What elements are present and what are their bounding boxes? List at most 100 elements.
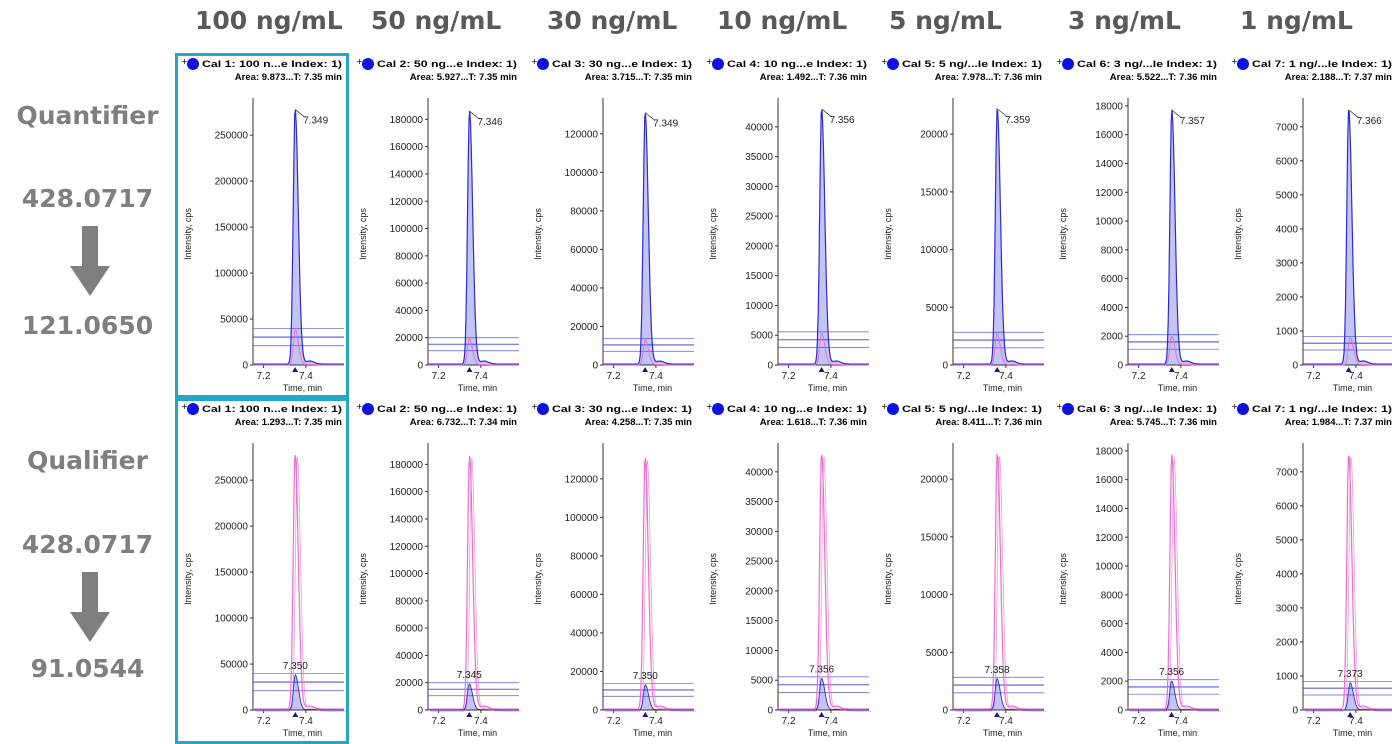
- y-tick-label: 0: [1292, 706, 1298, 717]
- trace-line: [603, 684, 694, 711]
- y-tick-label: 0: [417, 706, 423, 717]
- rt-marker-icon: [1168, 367, 1175, 372]
- y-tick-label: 20000: [745, 241, 773, 252]
- sample-marker-icon: [187, 403, 199, 415]
- y-tick-label: 30000: [745, 182, 773, 193]
- panel-title: Cal 7: 1 ng/...le Index: 1): [1252, 404, 1392, 415]
- trace-line: [955, 455, 1047, 712]
- peak-label: 7.349: [303, 115, 328, 126]
- chromatogram-svg: + Cal 6: 3 ng/...le Index: 1) Area: 5.745.…: [1056, 402, 1222, 738]
- chromatogram-panel[interactable]: + Cal 5: 5 ng/...le Index: 1) Area: 8.411.…: [878, 400, 1048, 740]
- sample-marker-icon: [362, 403, 374, 415]
- trace-line: [1305, 457, 1392, 712]
- chromatogram-svg: + Cal 3: 30 ng...e Index: 1) Area: 3.715..…: [531, 57, 694, 393]
- y-tick-label: 20000: [570, 667, 598, 678]
- chromatogram-panel[interactable]: + Cal 5: 5 ng/...le Index: 1) Area: 7.978.…: [878, 55, 1048, 395]
- rt-marker-icon: [994, 367, 1001, 372]
- y-tick-label: 8000: [1101, 245, 1124, 256]
- column-header-3: 3 ng/mL: [1068, 6, 1181, 35]
- y-axis-label: Intensity, cps: [883, 208, 893, 260]
- x-tick-label: 7.4: [649, 716, 663, 727]
- expand-plus-icon: +: [356, 57, 363, 66]
- y-tick-label: 20000: [745, 586, 773, 597]
- chromatogram-panel[interactable]: + Cal 2: 50 ng...e Index: 1) Area: 6.732..…: [353, 400, 523, 740]
- y-tick-label: 3000: [1276, 258, 1299, 269]
- y-tick-label: 20000: [570, 322, 598, 333]
- y-tick-label: 140000: [390, 169, 424, 180]
- y-tick-label: 0: [592, 361, 598, 372]
- y-tick-label: 15000: [745, 271, 773, 282]
- x-axis-label: Time, min: [1333, 383, 1372, 393]
- quantifier-label: Quantifier: [16, 101, 159, 130]
- chromatogram-panel[interactable]: + Cal 2: 50 ng...e Index: 1) Area: 5.927..…: [353, 55, 523, 395]
- y-axis-label: Intensity, cps: [883, 553, 893, 605]
- y-tick-label: 15000: [920, 187, 948, 198]
- chromatogram-panel[interactable]: + Cal 1: 100 n...e Index: 1) Area: 1.293..…: [178, 400, 348, 740]
- x-tick-label: 7.2: [782, 371, 796, 382]
- y-tick-label: 10000: [745, 301, 773, 312]
- trace-line: [253, 329, 344, 366]
- y-tick-label: 6000: [1101, 619, 1124, 630]
- sample-marker-icon: [537, 58, 549, 70]
- qualifier-label: Qualifier: [27, 446, 148, 475]
- trace-line: [603, 458, 694, 710]
- chromatogram-panel[interactable]: + Cal 4: 10 ng...e Index: 1) Area: 1.492..…: [703, 55, 873, 395]
- trace-line: [255, 457, 347, 712]
- panel-subtitle: Area: 4.258...T: 7.35 min: [585, 417, 692, 428]
- trace-line: [428, 110, 519, 365]
- y-tick-label: 40000: [395, 651, 423, 662]
- peak-label: 7.349: [653, 119, 678, 130]
- chromatogram-panel[interactable]: + Cal 3: 30 ng...e Index: 1) Area: 3.715..…: [528, 55, 698, 395]
- panel-subtitle: Area: 1.618...T: 7.36 min: [760, 417, 867, 428]
- x-axis-label: Time, min: [633, 383, 672, 393]
- chromatogram-panel[interactable]: + Cal 6: 3 ng/...le Index: 1) Area: 5.522.…: [1053, 55, 1223, 395]
- y-tick-label: 0: [242, 706, 248, 717]
- y-axis-label: Intensity, cps: [708, 553, 718, 605]
- panel-title: Cal 1: 100 n...e Index: 1): [202, 59, 342, 70]
- y-tick-label: 30000: [745, 527, 773, 538]
- panel-title: Cal 7: 1 ng/...le Index: 1): [1252, 59, 1392, 70]
- y-tick-label: 10000: [1095, 217, 1123, 228]
- expand-plus-icon: +: [531, 57, 538, 66]
- y-tick-label: 6000: [1101, 274, 1124, 285]
- qualifier-product: 91.0544: [30, 654, 145, 683]
- sample-marker-icon: [1237, 403, 1249, 415]
- y-tick-label: 200000: [215, 177, 249, 188]
- sample-marker-icon: [1237, 58, 1249, 70]
- y-tick-label: 4000: [1276, 224, 1299, 235]
- y-tick-label: 0: [767, 706, 773, 717]
- chromatogram-panel[interactable]: + Cal 6: 3 ng/...le Index: 1) Area: 5.745.…: [1053, 400, 1223, 740]
- expand-plus-icon: +: [181, 57, 188, 66]
- peak-label-leader: [1348, 109, 1359, 119]
- column-header-50: 50 ng/mL: [371, 6, 502, 35]
- y-tick-label: 0: [417, 361, 423, 372]
- peak-area: [253, 675, 344, 710]
- peak-area: [1128, 109, 1219, 365]
- trace-line: [778, 678, 869, 711]
- trace-line: [430, 457, 522, 712]
- panel-subtitle: Area: 5.927...T: 7.35 min: [410, 72, 517, 83]
- chromatogram-panel[interactable]: + Cal 7: 1 ng/...le Index: 1) Area: 1.984.…: [1228, 400, 1392, 740]
- expand-plus-icon: +: [356, 402, 363, 411]
- chromatogram-panel[interactable]: + Cal 1: 100 n...e Index: 1) Area: 9.873..…: [178, 55, 348, 395]
- chromatogram-svg: + Cal 1: 100 n...e Index: 1) Area: 1.293..…: [181, 402, 347, 738]
- x-axis-label: Time, min: [458, 728, 497, 738]
- x-tick-label: 7.4: [299, 716, 313, 727]
- chromatogram-panel[interactable]: + Cal 3: 30 ng...e Index: 1) Area: 4.258..…: [528, 400, 698, 740]
- trace-line: [1130, 456, 1222, 712]
- y-axis-label: Intensity, cps: [533, 208, 543, 260]
- expand-plus-icon: +: [881, 402, 888, 411]
- y-tick-label: 7000: [1276, 122, 1299, 133]
- x-axis-label: Time, min: [983, 383, 1022, 393]
- peak-area: [778, 109, 869, 366]
- sample-marker-icon: [362, 58, 374, 70]
- y-tick-label: 4000: [1101, 303, 1124, 314]
- trace-line: [778, 109, 869, 365]
- chromatogram-panel[interactable]: + Cal 7: 1 ng/...le Index: 1) Area: 2.188.…: [1228, 55, 1392, 395]
- y-tick-label: 250000: [215, 131, 249, 142]
- y-tick-label: 15000: [920, 532, 948, 543]
- peak-area: [1303, 682, 1392, 710]
- y-tick-label: 10000: [920, 590, 948, 601]
- y-tick-label: 2000: [1101, 332, 1124, 343]
- chromatogram-panel[interactable]: + Cal 4: 10 ng...e Index: 1) Area: 1.618..…: [703, 400, 873, 740]
